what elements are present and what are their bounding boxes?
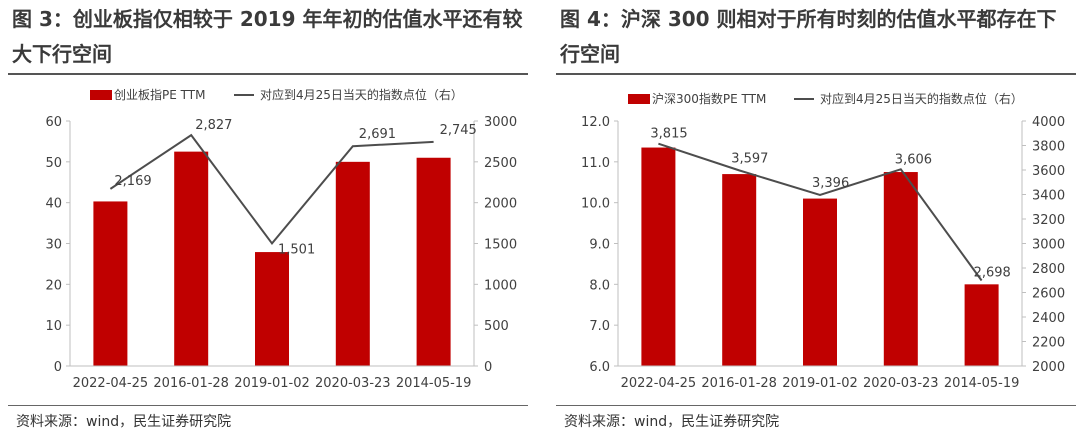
y-tick-label-left: 10 (45, 319, 62, 334)
bar (416, 157, 451, 366)
x-tick-label: 2014-05-19 (944, 376, 1020, 391)
bar (174, 151, 209, 366)
y-tick-label-right: 2500 (484, 156, 517, 171)
line-data-label: 2,698 (974, 265, 1011, 280)
x-tick-label: 2020-03-23 (863, 376, 939, 391)
y-tick-label-right: 1500 (484, 238, 517, 253)
y-tick-label-right: 1000 (484, 278, 517, 293)
y-tick-label-left: 6.0 (589, 360, 610, 375)
y-tick-label-left: 60 (45, 115, 62, 130)
legend-label-bar: 创业板指PE TTM (114, 87, 205, 102)
legend-label-bar: 沪深300指数PE TTM (652, 91, 766, 106)
legend: 创业板指PE TTM 对应到4月25日当天的指数点位（右） (90, 87, 463, 102)
series-line (109, 133, 434, 246)
chart-area: 沪深300指数PE TTM 对应到4月25日当天的指数点位（右） 6.0 7.0 8.0… (581, 91, 1065, 391)
legend-swatch-bar (90, 90, 112, 100)
x-tick-label: 2020-03-23 (315, 376, 391, 391)
line-data-label: 3,606 (895, 152, 932, 167)
figure-4: 图 4：沪深 300 则相对于所有时刻的估值水平都存在下行空间 沪深300指数P… (556, 0, 1076, 435)
x-tick-label: 2022-04-25 (73, 376, 149, 391)
y-tick-label-right: 3600 (1032, 164, 1065, 179)
figure-3: 图 3：创业板指仅相较于 2019 年年初的估值水平还有较大下行空间 创业板指P… (8, 0, 528, 435)
bar (964, 284, 999, 366)
y-tick-label-right: 3400 (1032, 189, 1065, 204)
y-tick-label-left: 9.0 (589, 238, 610, 253)
y-tick-label-right: 3000 (1032, 238, 1065, 253)
figure-title: 图 4：沪深 300 则相对于所有时刻的估值水平都存在下行空间 (560, 7, 1057, 66)
bar (803, 198, 837, 366)
figure-title: 图 3：创业板指仅相较于 2019 年年初的估值水平还有较大下行空间 (12, 7, 523, 66)
bar (255, 252, 289, 366)
line-data-label: 2,827 (195, 118, 232, 133)
title-rule (8, 73, 528, 75)
y-tick-label-right: 2000 (484, 197, 517, 212)
y-tick-label-right: 2600 (1032, 287, 1065, 302)
line-data-label: 3,597 (731, 151, 768, 166)
bar (93, 201, 128, 366)
bar (883, 172, 918, 366)
y-tick-label-right: 3800 (1032, 140, 1065, 155)
y-tick-label-right: 2000 (1032, 360, 1065, 375)
bar (335, 161, 370, 366)
y-tick-label-left: 30 (45, 238, 62, 253)
y-tick-label-left: 7.0 (589, 319, 610, 334)
source-note: 资料来源：wind，民生证券研究院 (16, 414, 232, 430)
y-tick-label-left: 8.0 (589, 278, 610, 293)
y-tick-label-left: 11.0 (581, 156, 610, 171)
y-tick-label-right: 0 (484, 360, 492, 375)
title-rule (556, 73, 1076, 75)
x-tick-label: 2022-04-25 (621, 376, 697, 391)
y-tick-label-right: 4000 (1032, 115, 1065, 130)
y-tick-label-left: 20 (45, 278, 62, 293)
y-tick-label-right: 500 (484, 319, 509, 334)
line-data-label: 3,396 (812, 176, 849, 191)
legend-swatch-bar (628, 94, 650, 104)
y-tick-label-left: 10.0 (581, 197, 610, 212)
x-tick-label: 2019-01-02 (234, 376, 310, 391)
line-data-label: 2,169 (114, 174, 151, 189)
y-tick-label-left: 40 (45, 197, 62, 212)
x-tick-label: 2016-01-28 (701, 376, 777, 391)
bar (641, 147, 676, 366)
line-data-label: 3,815 (650, 127, 687, 142)
y-tick-label-left: 50 (45, 156, 62, 171)
legend-label-line: 对应到4月25日当天的指数点位（右） (260, 87, 463, 102)
x-tick-label: 2019-01-02 (782, 376, 858, 391)
legend-label-line: 对应到4月25日当天的指数点位（右） (820, 91, 1023, 106)
chart-area: 创业板指PE TTM 对应到4月25日当天的指数点位（右） 0 10 20 30 40 50 6… (45, 87, 517, 391)
bar (722, 174, 757, 366)
y-tick-label-right: 3000 (484, 115, 517, 130)
y-tick-label-right: 3200 (1032, 213, 1065, 228)
x-tick-label: 2016-01-28 (153, 376, 229, 391)
source-note: 资料来源：wind，民生证券研究院 (564, 414, 780, 430)
y-tick-label-right: 2400 (1032, 311, 1065, 326)
legend: 沪深300指数PE TTM 对应到4月25日当天的指数点位（右） (628, 91, 1023, 106)
line-data-label: 2,691 (359, 127, 396, 142)
y-tick-label-left: 0 (54, 360, 62, 375)
line-data-label: 1,501 (278, 242, 315, 257)
line-data-label: 2,745 (440, 123, 477, 138)
y-tick-label-right: 2800 (1032, 262, 1065, 277)
y-tick-label-right: 2200 (1032, 336, 1065, 351)
x-tick-label: 2014-05-19 (396, 376, 472, 391)
source-rule (8, 405, 528, 406)
y-tick-label-left: 12.0 (581, 115, 610, 130)
source-rule (556, 405, 1076, 406)
